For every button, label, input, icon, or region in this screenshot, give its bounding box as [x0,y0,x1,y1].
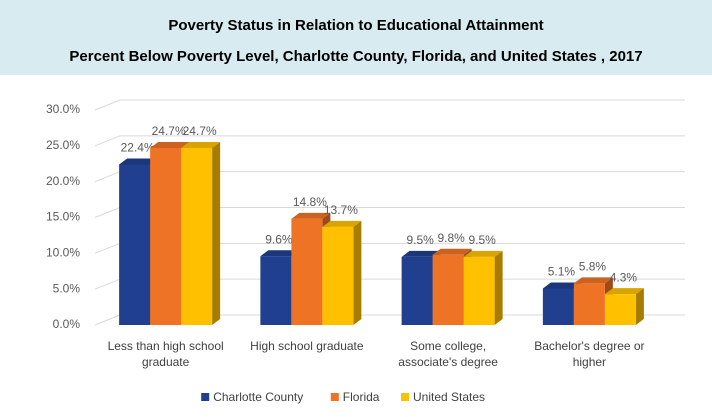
bar-top [432,248,472,255]
legend-swatch [330,393,339,401]
bar-top [604,288,644,295]
legend-label: Charlotte County [213,390,303,404]
bar-top [119,158,159,165]
bar-top [542,282,582,289]
data-label: 9.5% [468,233,496,247]
bar-top [260,250,300,257]
legend-label: Florida [343,390,380,404]
y-tick-label: 0.0% [53,317,81,331]
data-label: 9.5% [406,233,434,247]
bar-top [291,212,331,219]
data-label: 4.3% [610,270,638,284]
grid-line-side [94,207,121,218]
bar-side [635,288,644,325]
bar [542,288,574,325]
bar-top [401,250,441,257]
bar [604,294,636,325]
bar-top [573,277,613,284]
data-label: 24.7% [183,124,217,138]
bar-top [322,220,362,227]
bar-side [494,250,503,325]
y-tick-label: 30.0% [46,102,80,116]
x-tick-label: Less than high school graduate [107,339,224,369]
bar [401,256,433,325]
legend-label: United States [413,390,485,404]
x-tick-label: Some college, associate's degree [398,339,498,369]
x-tick-label: High school graduate [250,339,364,353]
bar-side [353,220,362,325]
data-label: 22.4% [121,141,155,155]
bar [181,147,213,325]
y-tick-label: 25.0% [46,138,80,152]
y-tick-label: 5.0% [53,281,81,295]
bar [291,218,323,325]
grid-line-side [94,314,121,326]
data-label: 14.8% [293,195,327,209]
bar [432,254,464,325]
bar [260,256,292,325]
data-label: 9.6% [265,232,293,246]
legend-swatch [401,393,409,401]
bar-top [181,141,221,148]
data-label: 5.8% [579,260,607,274]
bar-top [150,141,190,148]
chart-subtitle: Percent Below Poverty Level, Charlotte C… [69,48,642,65]
y-tick-label: 15.0% [46,210,80,224]
chart-title: Poverty Status in Relation to Educationa… [168,17,543,34]
legend-swatch [201,393,210,401]
data-label: 24.7% [152,124,186,138]
data-label: 13.7% [324,203,358,217]
y-tick-label: 20.0% [46,174,80,188]
title-band [0,0,712,75]
grid-line-side [94,278,121,290]
bar [573,283,605,325]
grid-line-side [94,99,121,111]
bar-top [463,250,503,257]
data-label: 5.1% [548,265,576,279]
bar [119,164,151,325]
grid-line-side [94,171,121,183]
grid-line-side [94,242,121,254]
data-label: 9.8% [437,231,465,245]
bar-side [212,141,221,325]
bar [322,226,354,325]
y-tick-label: 10.0% [46,246,80,260]
grid-line-side [94,135,121,147]
bar [463,256,495,325]
bar [150,147,182,325]
x-tick-label: Bachelor's degree or higher [534,339,645,369]
